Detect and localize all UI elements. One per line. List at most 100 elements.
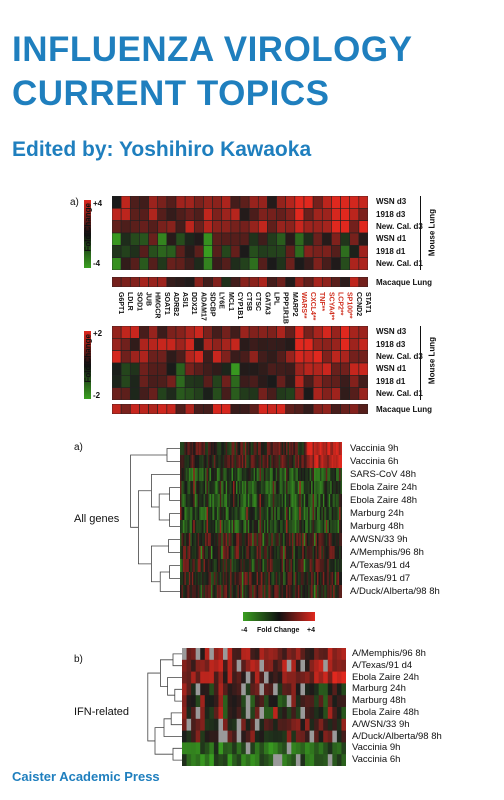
heatmap-cell bbox=[306, 520, 309, 534]
heatmap-cell bbox=[266, 559, 269, 573]
heatmap-cell bbox=[294, 220, 305, 234]
heatmap-cell bbox=[207, 494, 210, 508]
heatmap-cell bbox=[120, 375, 131, 388]
heatmap-cell bbox=[241, 683, 247, 696]
heatmap-cell bbox=[267, 387, 277, 400]
dendrogram-branch bbox=[159, 571, 180, 592]
heatmap-cell bbox=[324, 559, 327, 573]
heatmap-cell bbox=[266, 494, 269, 508]
heatmap-cell bbox=[337, 572, 340, 586]
heatmap-cell bbox=[209, 494, 212, 508]
heatmap-cell bbox=[277, 754, 283, 766]
heatmap-cell bbox=[339, 468, 341, 482]
heatmap-cell bbox=[322, 572, 325, 586]
heatmap-cell bbox=[256, 572, 259, 586]
heatmap-cell bbox=[277, 455, 280, 469]
heatmap-cell bbox=[340, 362, 351, 376]
heatmap-cell bbox=[305, 494, 308, 508]
heatmap-cell bbox=[286, 742, 292, 755]
heatmap-cell bbox=[303, 350, 314, 364]
heatmap-cell bbox=[202, 455, 204, 469]
heatmap-cell bbox=[312, 494, 315, 508]
heatmap-cell bbox=[241, 546, 244, 560]
heatmap-cell bbox=[231, 546, 234, 560]
heatmap-cell bbox=[197, 442, 200, 456]
heatmap-cell bbox=[265, 481, 268, 495]
heatmap-cell bbox=[209, 742, 215, 755]
heatmap-cell bbox=[191, 648, 197, 661]
heatmap-cell bbox=[209, 481, 212, 495]
heatmap-cell bbox=[221, 468, 224, 482]
heatmap-cell bbox=[259, 671, 265, 684]
heatmap-cell bbox=[213, 659, 219, 672]
heatmap-cell bbox=[303, 559, 306, 573]
heatmap-cell bbox=[281, 494, 284, 508]
heatmap-cell bbox=[321, 375, 332, 388]
heatmap-cell bbox=[241, 754, 247, 766]
heatmap-cell bbox=[293, 442, 296, 456]
heatmap-cell bbox=[268, 707, 274, 720]
heatmap-cell bbox=[203, 572, 206, 586]
heatmap-cell bbox=[321, 468, 324, 482]
heatmap-cell bbox=[197, 494, 200, 508]
heatmap-cell bbox=[227, 494, 229, 508]
heatmap-cell bbox=[259, 730, 265, 743]
heatmap-cell bbox=[300, 730, 306, 743]
heatmap-cell bbox=[238, 442, 241, 456]
heatmap-cell bbox=[290, 585, 293, 598]
heatmap-cell bbox=[212, 208, 223, 221]
heatmap-cell bbox=[291, 494, 294, 508]
fig1-bottom-row-label: New. Cal. d1 bbox=[376, 388, 423, 398]
heatmap-cell bbox=[257, 338, 268, 351]
gene-label: GATA3 bbox=[263, 292, 270, 315]
heatmap-cell bbox=[195, 742, 201, 755]
heatmap-cell bbox=[265, 546, 268, 560]
heatmap-cell bbox=[184, 404, 195, 414]
heatmap-cell bbox=[157, 387, 168, 400]
fig2-row-label: Ebola Zaire 24h bbox=[350, 481, 418, 493]
heatmap-cell bbox=[325, 481, 328, 495]
heatmap-cell bbox=[322, 494, 325, 508]
heatmap-cell bbox=[199, 572, 202, 586]
heatmap-cell bbox=[261, 455, 263, 469]
heatmap-cell bbox=[265, 494, 268, 508]
heatmap-cell bbox=[233, 468, 235, 482]
heatmap-cell bbox=[255, 520, 257, 534]
heatmap-cell bbox=[238, 572, 241, 586]
heatmap-cell bbox=[271, 507, 274, 521]
heatmap-cell bbox=[306, 507, 309, 521]
heatmap-cell bbox=[277, 659, 283, 672]
heatmap-cell bbox=[267, 208, 277, 221]
heatmap-cell bbox=[290, 546, 293, 560]
heatmap-cell bbox=[240, 585, 243, 598]
heatmap-cell bbox=[224, 572, 227, 586]
heatmap-cell bbox=[231, 481, 234, 495]
heatmap-cell bbox=[311, 455, 313, 469]
fig1-top-row-label: WSN d1 bbox=[376, 234, 407, 244]
heatmap-cell bbox=[331, 559, 334, 573]
heatmap-cell bbox=[315, 481, 318, 495]
heatmap-cell bbox=[325, 455, 328, 469]
heatmap-cell bbox=[235, 520, 238, 534]
heatmap-cell bbox=[272, 468, 275, 482]
heatmap-cell bbox=[268, 754, 274, 766]
heatmap-cell bbox=[268, 730, 274, 743]
heatmap-cell bbox=[315, 507, 318, 521]
gene-label: LY6E bbox=[218, 292, 225, 309]
heatmap-cell bbox=[276, 277, 287, 287]
heatmap-cell bbox=[221, 245, 232, 258]
heatmap-cell bbox=[330, 533, 333, 547]
heatmap-cell bbox=[238, 585, 241, 598]
fig1-bottom-scale-label: Fold Change bbox=[83, 334, 93, 383]
heatmap-cell bbox=[233, 494, 235, 508]
heatmap-cell bbox=[230, 362, 241, 376]
heatmap-cell bbox=[323, 730, 329, 743]
heatmap-cell bbox=[227, 442, 229, 456]
heatmap-cell bbox=[333, 585, 336, 598]
heatmap-cell bbox=[207, 520, 210, 534]
heatmap-cell bbox=[227, 742, 233, 755]
heatmap-cell bbox=[259, 442, 262, 456]
heatmap-cell bbox=[148, 338, 159, 351]
heatmap-cell bbox=[318, 468, 321, 482]
heatmap-cell bbox=[181, 572, 184, 586]
